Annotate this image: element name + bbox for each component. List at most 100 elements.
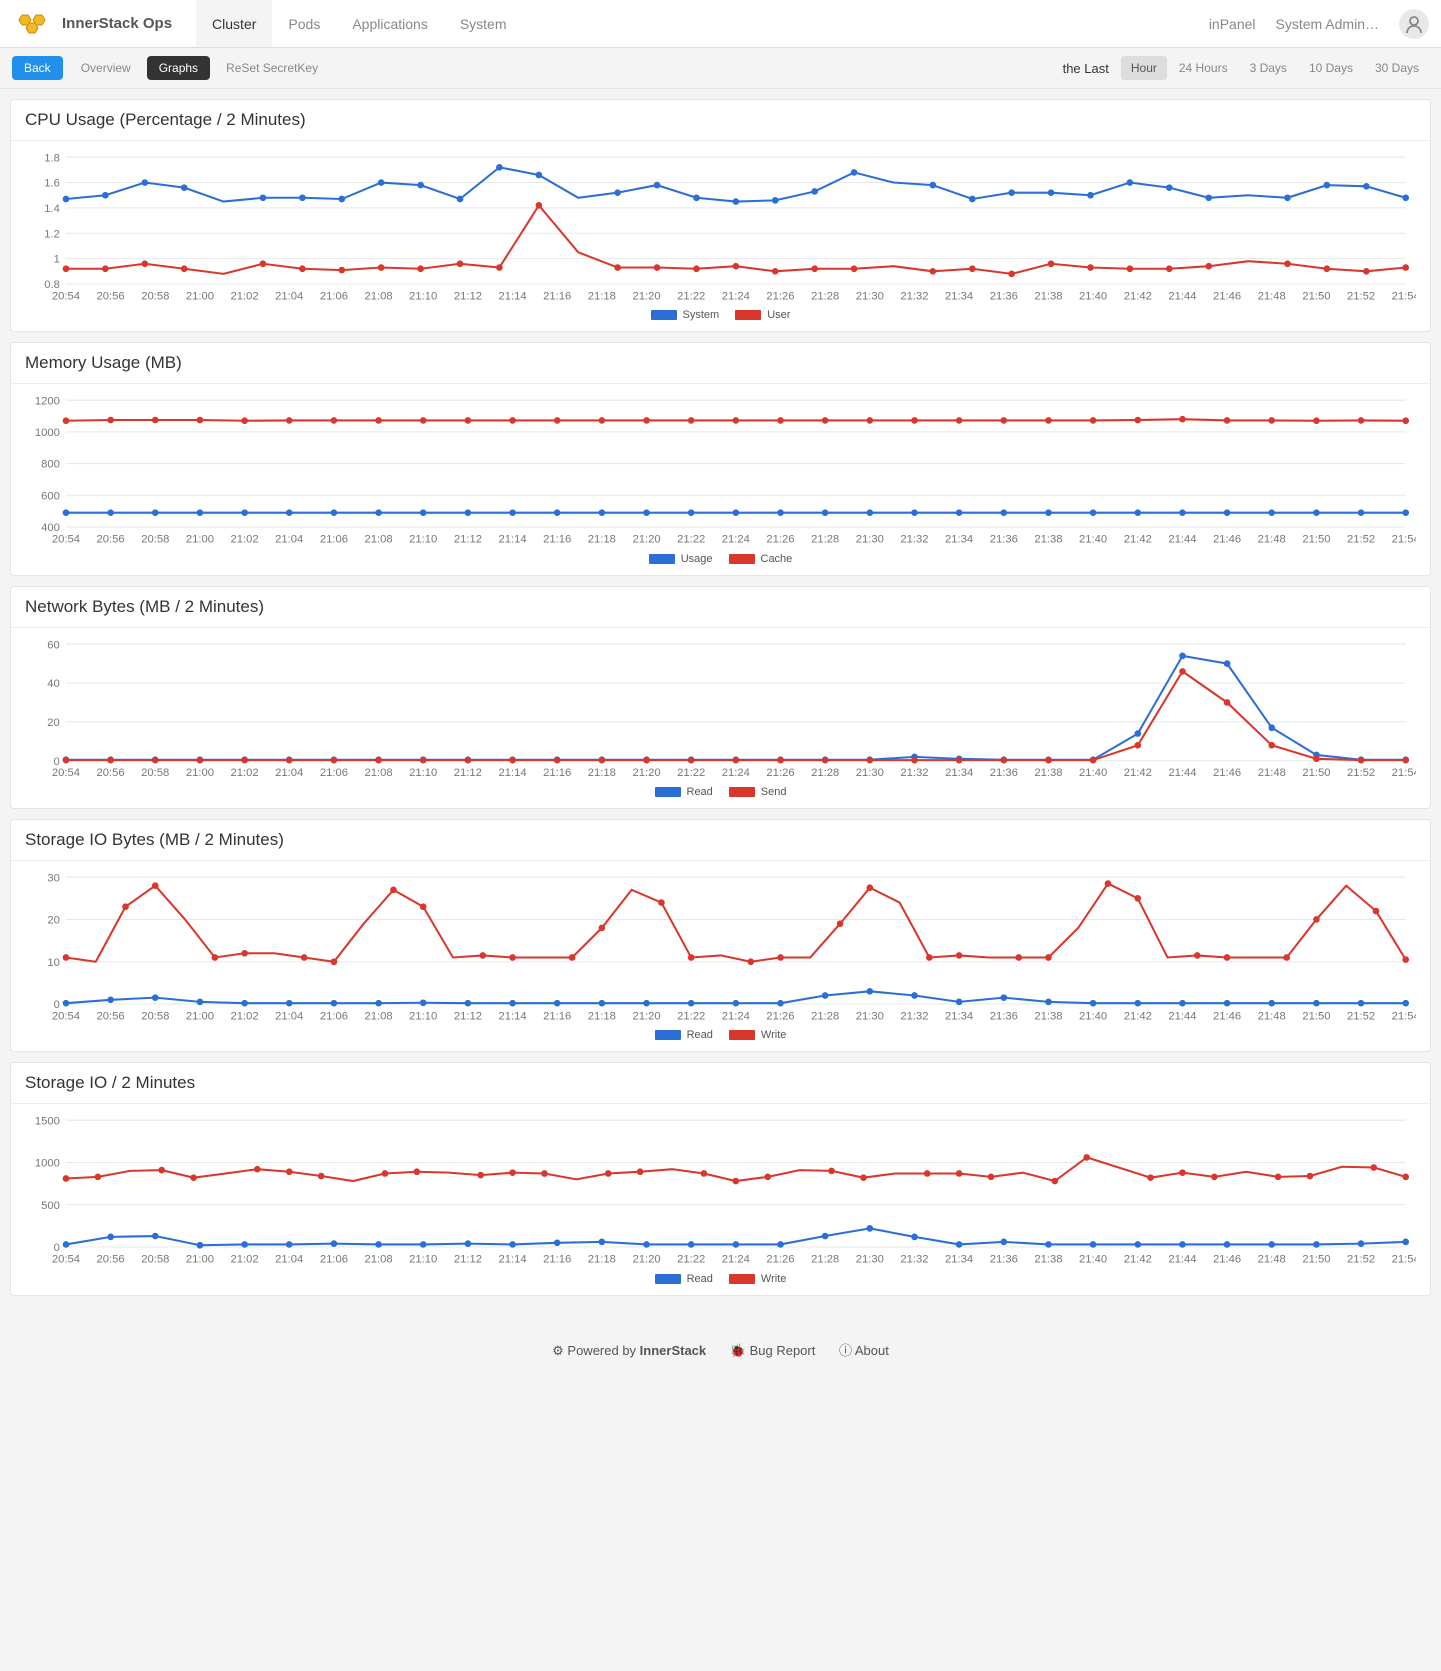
svg-text:21:40: 21:40 bbox=[1079, 1010, 1107, 1022]
svg-text:20: 20 bbox=[47, 915, 60, 927]
subnav-overview[interactable]: Overview bbox=[69, 56, 143, 80]
svg-text:21:52: 21:52 bbox=[1347, 1010, 1375, 1022]
svg-text:21:48: 21:48 bbox=[1258, 290, 1286, 302]
range-10-days[interactable]: 10 Days bbox=[1299, 56, 1363, 80]
nav-applications[interactable]: Applications bbox=[336, 0, 444, 47]
legend-user: User bbox=[735, 309, 790, 321]
svg-text:21:20: 21:20 bbox=[632, 534, 660, 546]
svg-text:21:10: 21:10 bbox=[409, 534, 437, 546]
svg-text:20:54: 20:54 bbox=[52, 767, 80, 779]
range-hour[interactable]: Hour bbox=[1121, 56, 1167, 80]
svg-text:21:30: 21:30 bbox=[856, 767, 884, 779]
range-24-hours[interactable]: 24 Hours bbox=[1169, 56, 1238, 80]
svg-text:21:34: 21:34 bbox=[945, 534, 973, 546]
svg-text:21:38: 21:38 bbox=[1034, 290, 1062, 302]
svg-text:21:42: 21:42 bbox=[1124, 290, 1152, 302]
svg-text:21:12: 21:12 bbox=[454, 534, 482, 546]
svg-text:21:26: 21:26 bbox=[766, 1010, 794, 1022]
inpanel-link[interactable]: inPanel bbox=[1209, 16, 1256, 32]
svg-text:21:40: 21:40 bbox=[1079, 534, 1107, 546]
nav-cluster[interactable]: Cluster bbox=[196, 0, 272, 47]
panel-0: CPU Usage (Percentage / 2 Minutes)0.811.… bbox=[10, 99, 1431, 332]
svg-text:21:36: 21:36 bbox=[990, 290, 1018, 302]
svg-text:0: 0 bbox=[54, 999, 60, 1011]
panel-title: CPU Usage (Percentage / 2 Minutes) bbox=[11, 100, 1430, 141]
svg-text:21:36: 21:36 bbox=[990, 1254, 1018, 1266]
svg-text:21:02: 21:02 bbox=[231, 1254, 259, 1266]
svg-text:20:58: 20:58 bbox=[141, 1010, 169, 1022]
panel-title: Network Bytes (MB / 2 Minutes) bbox=[11, 587, 1430, 628]
brand-label: InnerStack Ops bbox=[62, 15, 172, 32]
svg-text:20:58: 20:58 bbox=[141, 290, 169, 302]
svg-text:400: 400 bbox=[41, 522, 60, 534]
nav-system[interactable]: System bbox=[444, 0, 523, 47]
svg-text:21:14: 21:14 bbox=[498, 767, 526, 779]
svg-text:21:44: 21:44 bbox=[1168, 767, 1196, 779]
range-label: the Last bbox=[1063, 61, 1109, 76]
svg-text:21:36: 21:36 bbox=[990, 1010, 1018, 1022]
svg-text:21:06: 21:06 bbox=[320, 1254, 348, 1266]
svg-text:21:44: 21:44 bbox=[1168, 534, 1196, 546]
svg-text:21:14: 21:14 bbox=[498, 1254, 526, 1266]
panel-1: Memory Usage (MB)4006008001000120020:542… bbox=[10, 342, 1431, 575]
svg-text:21:14: 21:14 bbox=[498, 534, 526, 546]
svg-text:21:00: 21:00 bbox=[186, 1010, 214, 1022]
svg-text:21:16: 21:16 bbox=[543, 1254, 571, 1266]
svg-text:21:50: 21:50 bbox=[1302, 534, 1330, 546]
footer-about[interactable]: ⓘ About bbox=[839, 1343, 889, 1358]
svg-text:21:36: 21:36 bbox=[990, 767, 1018, 779]
svg-text:21:32: 21:32 bbox=[900, 767, 928, 779]
legend-write: Write bbox=[729, 1273, 786, 1285]
svg-text:21:34: 21:34 bbox=[945, 1010, 973, 1022]
svg-text:0: 0 bbox=[54, 1242, 60, 1254]
svg-text:21:50: 21:50 bbox=[1302, 767, 1330, 779]
range-3-days[interactable]: 3 Days bbox=[1240, 56, 1297, 80]
chart-svg: 020406020:5420:5620:5821:0021:0221:0421:… bbox=[25, 636, 1416, 779]
svg-text:21:46: 21:46 bbox=[1213, 1254, 1241, 1266]
svg-text:21:10: 21:10 bbox=[409, 1254, 437, 1266]
svg-text:21:34: 21:34 bbox=[945, 767, 973, 779]
svg-text:21:14: 21:14 bbox=[498, 1010, 526, 1022]
svg-text:21:28: 21:28 bbox=[811, 1010, 839, 1022]
svg-text:21:16: 21:16 bbox=[543, 290, 571, 302]
svg-text:21:48: 21:48 bbox=[1258, 767, 1286, 779]
svg-text:20:56: 20:56 bbox=[97, 290, 125, 302]
svg-text:1.6: 1.6 bbox=[44, 178, 60, 190]
svg-text:21:40: 21:40 bbox=[1079, 1254, 1107, 1266]
footer-powered[interactable]: ⚙ Powered by InnerStack bbox=[552, 1343, 706, 1358]
svg-text:20:54: 20:54 bbox=[52, 290, 80, 302]
back-button[interactable]: Back bbox=[12, 56, 63, 80]
svg-text:21:42: 21:42 bbox=[1124, 1254, 1152, 1266]
svg-text:21:32: 21:32 bbox=[900, 534, 928, 546]
svg-text:21:42: 21:42 bbox=[1124, 767, 1152, 779]
subnav-graphs[interactable]: Graphs bbox=[147, 56, 210, 80]
svg-text:21:34: 21:34 bbox=[945, 290, 973, 302]
svg-text:21:28: 21:28 bbox=[811, 290, 839, 302]
svg-text:21:16: 21:16 bbox=[543, 1010, 571, 1022]
svg-text:20:56: 20:56 bbox=[97, 534, 125, 546]
svg-text:21:54: 21:54 bbox=[1392, 1010, 1416, 1022]
svg-text:21:46: 21:46 bbox=[1213, 1010, 1241, 1022]
panel-title: Storage IO / 2 Minutes bbox=[11, 1063, 1430, 1104]
svg-text:20: 20 bbox=[47, 717, 60, 729]
range-30-days[interactable]: 30 Days bbox=[1365, 56, 1429, 80]
svg-text:21:00: 21:00 bbox=[186, 290, 214, 302]
footer-bug[interactable]: 🐞 Bug Report bbox=[730, 1343, 816, 1358]
svg-text:21:06: 21:06 bbox=[320, 534, 348, 546]
user-menu[interactable]: System Admin… bbox=[1276, 16, 1379, 32]
avatar-icon[interactable] bbox=[1399, 9, 1429, 39]
logo-icon bbox=[12, 11, 52, 37]
svg-text:21:36: 21:36 bbox=[990, 534, 1018, 546]
svg-text:21:04: 21:04 bbox=[275, 290, 303, 302]
svg-text:21:48: 21:48 bbox=[1258, 534, 1286, 546]
svg-text:21:02: 21:02 bbox=[231, 534, 259, 546]
svg-text:40: 40 bbox=[47, 678, 60, 690]
legend-read: Read bbox=[655, 1273, 713, 1285]
subnav-reset-secretkey[interactable]: ReSet SecretKey bbox=[214, 56, 330, 80]
svg-text:21:26: 21:26 bbox=[766, 290, 794, 302]
svg-text:20:54: 20:54 bbox=[52, 534, 80, 546]
nav-pods[interactable]: Pods bbox=[272, 0, 336, 47]
svg-text:21:20: 21:20 bbox=[632, 1010, 660, 1022]
svg-text:21:00: 21:00 bbox=[186, 767, 214, 779]
svg-text:21:28: 21:28 bbox=[811, 767, 839, 779]
